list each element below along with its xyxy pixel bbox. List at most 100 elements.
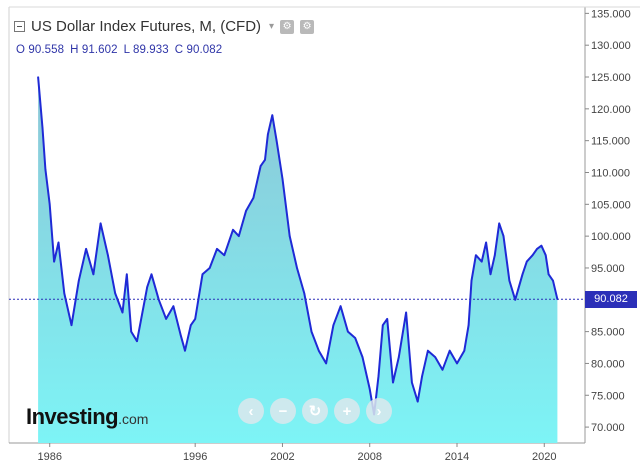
scroll-right-icon[interactable]: › xyxy=(366,398,392,424)
y-tick-label-10: 120.000 xyxy=(591,104,631,116)
high-value: 91.602 xyxy=(81,44,118,56)
y-tick-label-11: 125.000 xyxy=(591,72,631,84)
data-point-75 xyxy=(494,254,496,256)
data-point-73 xyxy=(485,241,487,244)
data-point-74 xyxy=(489,273,492,276)
data-point-67 xyxy=(456,362,458,365)
collapse-icon[interactable] xyxy=(14,21,25,32)
current-price-tag: 90.082 xyxy=(585,290,637,308)
data-point-28 xyxy=(208,267,211,269)
data-point-44 xyxy=(310,330,313,333)
y-axis-ticks: 70.00075.00080.00085.00090.00095.000100.… xyxy=(585,8,631,434)
data-point-21 xyxy=(165,318,167,320)
y-tick-label-6: 100.000 xyxy=(591,231,631,243)
data-point-77 xyxy=(502,235,505,237)
y-tick-label-7: 105.000 xyxy=(591,199,631,211)
y-tick-label-13: 135.000 xyxy=(591,8,631,20)
data-point-16 xyxy=(130,330,132,333)
data-point-31 xyxy=(232,229,234,231)
chart-title[interactable]: US Dollar Index Futures, M, (CFD) xyxy=(31,18,262,35)
data-point-45 xyxy=(318,349,320,352)
data-point-46 xyxy=(325,362,327,365)
data-point-1 xyxy=(41,127,44,129)
zoom-out-icon[interactable]: − xyxy=(270,398,296,424)
data-point-39 xyxy=(275,139,278,142)
gear-icon[interactable]: ⚙ xyxy=(300,19,315,34)
data-point-69 xyxy=(467,324,470,327)
data-point-66 xyxy=(448,349,451,352)
data-point-61 xyxy=(416,400,419,403)
y-tick-label-12: 130.000 xyxy=(591,40,631,52)
close-value: 90.082 xyxy=(186,44,223,56)
data-point-22 xyxy=(172,305,175,308)
y-tick-label-2: 80.000 xyxy=(591,358,625,370)
brand-domain: .com xyxy=(118,411,149,427)
data-point-86 xyxy=(547,273,550,276)
data-point-3 xyxy=(48,203,51,206)
high-label: H xyxy=(70,44,79,56)
reset-icon[interactable]: ↻ xyxy=(302,398,328,424)
settings-icon[interactable]: ⚙ xyxy=(280,19,295,34)
ohlc-readout: O 90.558 H 91.602 L 89.933 C 90.082 xyxy=(16,44,222,56)
data-point-4 xyxy=(53,260,55,263)
data-point-35 xyxy=(259,165,262,167)
data-point-10 xyxy=(92,273,95,276)
data-point-59 xyxy=(405,311,407,314)
data-point-49 xyxy=(347,330,349,333)
y-tick-label-5: 95.000 xyxy=(591,263,625,275)
data-point-51 xyxy=(361,356,364,358)
y-tick-label-1: 75.000 xyxy=(591,390,625,402)
x-tick-label-1: 1996 xyxy=(183,451,207,463)
x-tick-label-3: 2008 xyxy=(357,451,381,463)
data-point-70 xyxy=(470,279,473,282)
data-point-30 xyxy=(223,254,226,256)
data-point-5 xyxy=(57,241,60,244)
data-point-6 xyxy=(63,292,66,295)
data-point-83 xyxy=(536,248,538,250)
series-area-fill xyxy=(38,77,558,443)
area-layer xyxy=(37,76,559,443)
data-point-50 xyxy=(354,337,357,339)
data-point-9 xyxy=(85,248,87,250)
data-point-80 xyxy=(521,273,524,276)
data-point-12 xyxy=(107,254,109,256)
data-point-58 xyxy=(398,356,400,358)
data-point-32 xyxy=(238,235,240,237)
data-point-48 xyxy=(339,305,342,308)
data-point-18 xyxy=(146,286,148,288)
data-point-54 xyxy=(377,375,380,378)
data-point-72 xyxy=(480,260,483,263)
data-point-15 xyxy=(126,273,128,276)
data-point-13 xyxy=(114,292,116,295)
zoom-in-icon[interactable]: + xyxy=(334,398,360,424)
data-point-41 xyxy=(288,235,291,237)
data-point-52 xyxy=(368,388,371,390)
data-point-37 xyxy=(267,133,269,136)
data-point-34 xyxy=(252,197,255,199)
data-point-76 xyxy=(498,222,501,225)
data-point-63 xyxy=(427,349,429,352)
data-point-62 xyxy=(421,375,423,378)
x-tick-label-0: 1986 xyxy=(37,451,61,463)
data-point-19 xyxy=(150,273,153,276)
data-point-23 xyxy=(179,334,182,336)
scroll-left-icon[interactable]: ‹ xyxy=(238,398,264,424)
data-point-17 xyxy=(136,340,138,343)
data-point-85 xyxy=(544,254,547,256)
x-axis-ticks: 1986 1996 2002 2008 2014 2020 xyxy=(37,443,557,463)
zoom-controls: ‹ − ↻ + › xyxy=(238,398,392,424)
data-point-43 xyxy=(303,292,306,295)
low-value: 89.933 xyxy=(132,44,169,56)
data-point-26 xyxy=(194,318,196,320)
data-point-55 xyxy=(382,324,384,327)
open-label: O xyxy=(16,44,26,56)
data-point-71 xyxy=(475,254,477,256)
data-point-8 xyxy=(78,279,80,282)
data-point-33 xyxy=(245,209,247,212)
chevron-down-icon[interactable]: ▾ xyxy=(269,21,275,32)
data-point-60 xyxy=(411,381,413,384)
data-point-36 xyxy=(264,159,266,161)
brand-name: Investing xyxy=(26,404,119,429)
data-point-0 xyxy=(37,76,39,78)
